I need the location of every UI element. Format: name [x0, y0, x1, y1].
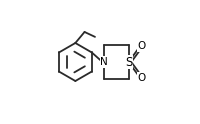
Text: N: N: [100, 57, 108, 67]
Text: S: S: [124, 56, 132, 68]
Text: O: O: [137, 73, 145, 83]
Text: O: O: [137, 41, 145, 51]
